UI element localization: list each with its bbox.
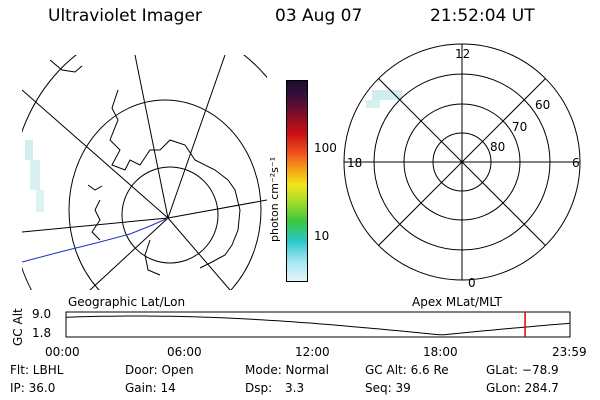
time-tick-0600: 06:00	[167, 345, 202, 359]
polar-ring-60	[373, 73, 551, 251]
time-tick-2359: 23:59	[552, 345, 587, 359]
time-tick-0000: 00:00	[45, 345, 80, 359]
lat-label-60: 60	[535, 98, 551, 112]
geo-meridian	[22, 217, 169, 233]
status-seq: Seq: 39	[365, 381, 411, 395]
aurora-speckle	[25, 90, 402, 212]
geo-meridian	[167, 55, 226, 219]
colorbar-tick-10: 10	[314, 229, 330, 243]
geo-lat-circle	[121, 166, 219, 264]
status-glon: GLon: 284.7	[486, 381, 559, 395]
geo-lat-circle	[68, 99, 262, 290]
geographic-panel-label: Geographic Lat/Lon	[68, 295, 186, 309]
status-door: Door: Open	[125, 363, 194, 377]
status-flt: Flt: LBHL	[10, 363, 64, 377]
polar-grid	[344, 44, 580, 280]
geo-meridian	[167, 217, 231, 290]
time-label: 21:52:04 UT	[430, 6, 535, 26]
mlt-label-6: 6	[572, 156, 580, 170]
altitude-axis-label: GC Alt	[11, 308, 25, 346]
geo-meridian	[134, 55, 169, 219]
lat-label-80: 80	[490, 140, 506, 154]
intensity-colorbar	[286, 80, 308, 282]
altitude-tick-9: 9.0	[32, 307, 52, 321]
lat-label-70: 70	[512, 120, 528, 134]
time-tick-1200: 12:00	[295, 345, 330, 359]
apex-panel-label: Apex MLat/MLT	[412, 295, 502, 309]
time-tick-1800: 18:00	[423, 345, 458, 359]
status-gain: Gain: 14	[125, 381, 176, 395]
status-mode: Mode: Normal	[245, 363, 329, 377]
colorbar-unit-label: photon cm⁻²s⁻¹	[268, 156, 281, 242]
polar-ring-70	[403, 103, 521, 221]
mlt-label-0: 0	[468, 276, 476, 290]
ground-track	[22, 217, 169, 263]
coastline	[49, 59, 241, 276]
status-dsp-value: 3.3	[285, 381, 305, 395]
geo-meridian	[89, 217, 169, 290]
geo-meridian	[167, 199, 267, 219]
altitude-curve	[65, 315, 571, 336]
altitude-tick-1-8: 1.8	[32, 326, 52, 340]
date-label: 03 Aug 07	[275, 6, 363, 26]
colorbar-tick-100: 100	[314, 141, 337, 155]
altitude-plot-frame	[65, 311, 571, 338]
mlt-label-12: 12	[455, 47, 471, 61]
status-dsp-label: Dsp:	[245, 381, 273, 395]
mlt-label-18: 18	[347, 156, 363, 170]
status-ip: IP: 36.0	[10, 381, 56, 395]
polar-ring-80	[432, 132, 492, 192]
geo-meridian	[22, 89, 169, 219]
status-glat: GLat: −78.9	[486, 363, 559, 377]
status-gc-alt: GC Alt: 6.6 Re	[365, 363, 449, 377]
instrument-title: Ultraviolet Imager	[48, 6, 202, 26]
polar-outer-ring	[343, 43, 581, 281]
